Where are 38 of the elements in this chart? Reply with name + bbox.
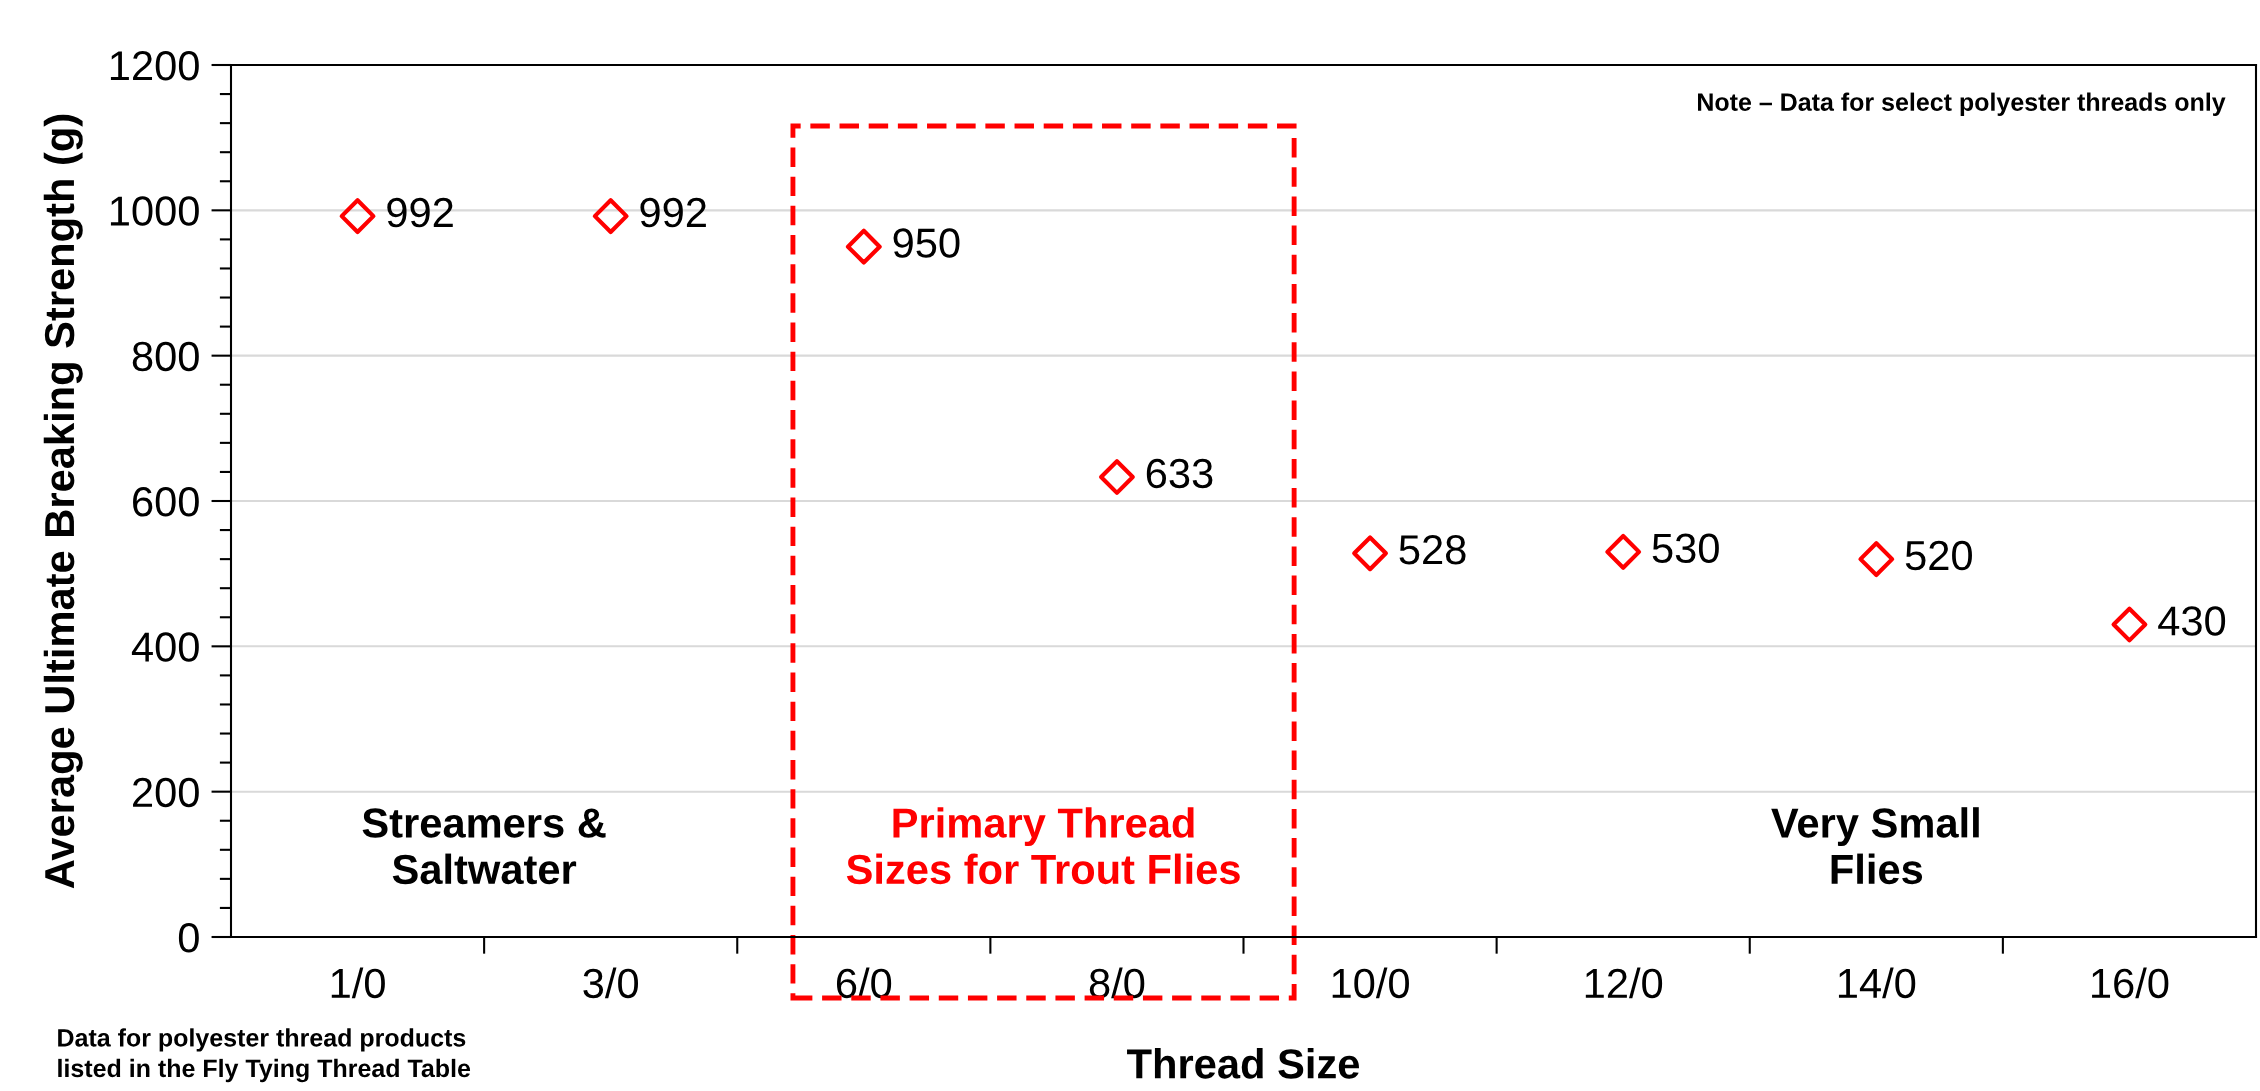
y-tick-label: 400 xyxy=(131,632,199,662)
y-axis-title: Average Ultimate Breaking Strength (g) xyxy=(43,114,83,889)
data-label: 528 xyxy=(1399,535,1466,565)
y-tick-label: 0 xyxy=(178,923,199,953)
x-tick-label: 1/0 xyxy=(331,967,385,999)
annotation: Streamers & Saltwater xyxy=(362,808,606,885)
data-label: 530 xyxy=(1652,533,1719,564)
annotation: Note – Data for select polyester threads only xyxy=(1698,92,2226,116)
x-tick-label: 3/0 xyxy=(583,967,639,999)
x-tick-label: 8/0 xyxy=(1089,967,1145,999)
data-label: 992 xyxy=(387,197,453,228)
point xyxy=(845,228,882,265)
y-tick-label: 1200 xyxy=(110,51,199,81)
data-label: 520 xyxy=(1905,540,1972,571)
x-tick-label: 16/0 xyxy=(2092,967,2169,999)
x-tick-label: 12/0 xyxy=(1585,967,1663,999)
x-tick-label: 10/0 xyxy=(1332,967,1409,999)
point xyxy=(2111,606,2148,643)
point xyxy=(1858,541,1895,578)
annotation: Primary Thread Sizes for Trout Flies xyxy=(846,807,1240,885)
x-tick-label: 14/0 xyxy=(1838,967,1916,999)
y-tick-label: 800 xyxy=(132,341,199,372)
x-axis-title: Thread Size xyxy=(1127,1048,1360,1079)
y-tick-label: 600 xyxy=(133,487,199,517)
point xyxy=(339,198,376,235)
point xyxy=(1099,459,1135,495)
y-tick-label: 1000 xyxy=(110,196,199,226)
data-label: 950 xyxy=(893,228,960,258)
data-label: 633 xyxy=(1146,458,1213,489)
x-tick-label: 6/0 xyxy=(836,967,892,999)
y-tick-label: 200 xyxy=(133,777,199,808)
point xyxy=(1352,535,1388,572)
data-label: 992 xyxy=(640,197,706,228)
point xyxy=(1605,533,1642,570)
data-label: 430 xyxy=(2158,606,2226,636)
annotation: Very Small Flies xyxy=(1771,807,1979,885)
point xyxy=(592,198,629,235)
text: Data for polyester thread products listed in the Fly Tying Thread Table xyxy=(58,1028,471,1083)
